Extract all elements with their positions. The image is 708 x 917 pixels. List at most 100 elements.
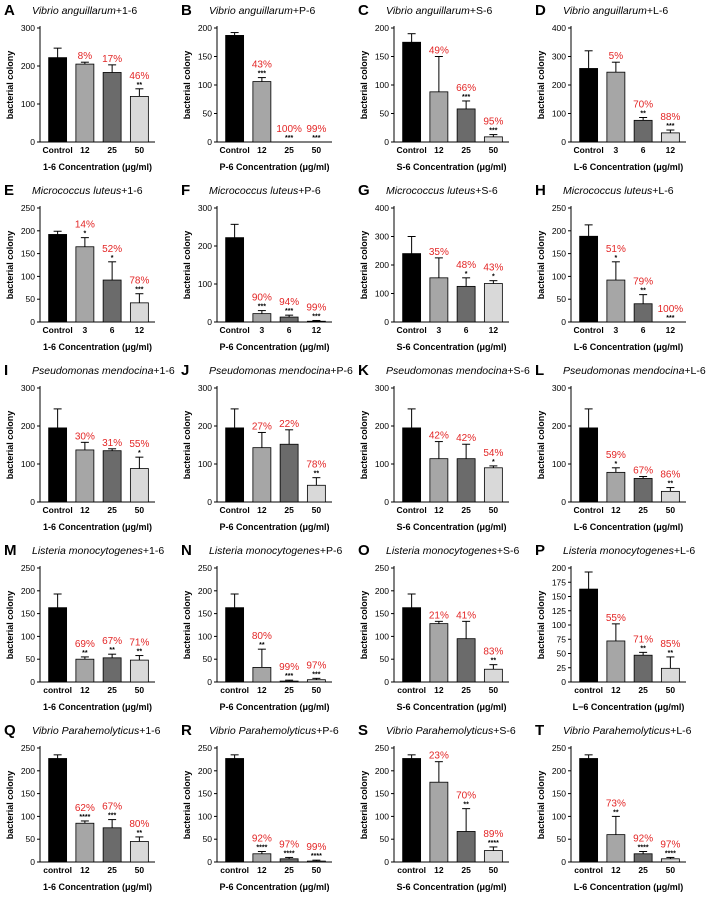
y-tick-label: 0 (30, 677, 35, 687)
y-tick-label: 0 (384, 317, 389, 327)
x-tick-label: 25 (638, 505, 648, 515)
significance-label: **** (256, 845, 267, 852)
y-tick-label: 200 (552, 766, 566, 776)
bar (456, 108, 476, 143)
panel-title: Listeria monocytogenes+S-6 (386, 545, 520, 557)
y-tick-label: 200 (375, 421, 389, 431)
x-tick-label: 50 (489, 685, 499, 695)
y-tick-label: 300 (552, 383, 566, 393)
y-tick-label: 100 (375, 811, 389, 821)
bar (252, 81, 272, 143)
y-tick-label: 0 (30, 137, 35, 147)
y-tick-label: 200 (21, 61, 35, 71)
significance-label: * (138, 450, 141, 457)
y-tick-label: 200 (21, 766, 35, 776)
y-tick-label: 0 (384, 857, 389, 867)
bar (660, 858, 680, 863)
species-name: Vibrio Parahemolyticus (209, 725, 317, 737)
x-tick-label: 12 (489, 325, 499, 335)
bar (306, 679, 326, 683)
significance-label: * (615, 461, 618, 468)
bar (402, 427, 422, 503)
x-tick-label: 25 (284, 145, 294, 155)
y-tick-label: 150 (375, 52, 389, 62)
x-axis-label: 1-6 Concentration (μg/ml) (43, 342, 152, 352)
y-tick-label: 250 (21, 563, 35, 573)
panel-B: B Vibrio anguillarum+P-6 bacterial colony 0… (181, 2, 332, 172)
y-axis-label: bacterial colony (182, 771, 192, 840)
treatment-name: +P-6 (316, 725, 339, 737)
y-tick-label: 0 (30, 857, 35, 867)
percent-label: 100% (658, 304, 684, 315)
y-tick-label: 200 (375, 766, 389, 776)
species-name: Vibrio anguillarum (386, 5, 470, 17)
bar (75, 822, 95, 863)
x-axis-label: S-6 Concentration (μg/ml) (396, 342, 506, 352)
percent-label: 27% (252, 421, 272, 432)
y-tick-label: 150 (375, 789, 389, 799)
bar (606, 834, 626, 863)
x-tick-label: 12 (666, 145, 676, 155)
panel-F: F Micrococcus luteus+P-6 bacterial colony 0… (181, 182, 332, 352)
y-tick-label: 250 (375, 563, 389, 573)
significance-label: * (615, 255, 618, 262)
percent-label: 95% (483, 117, 503, 128)
significance-label: *** (462, 94, 470, 101)
treatment-name: +L-6 (647, 5, 668, 17)
x-tick-label: Control (574, 325, 604, 335)
treatment-name: +S-6 (493, 725, 516, 737)
percent-label: 89% (483, 829, 503, 840)
y-tick-label: 50 (203, 654, 213, 664)
percent-label: 43% (252, 60, 272, 71)
species-name: Micrococcus luteus (209, 185, 299, 197)
percent-label: 94% (279, 297, 299, 308)
bar (456, 285, 476, 323)
percent-label: 71% (633, 634, 653, 645)
x-tick-label: 12 (434, 865, 444, 875)
bar (456, 638, 476, 683)
percent-label: 8% (78, 51, 93, 62)
x-tick-label: 3 (260, 325, 265, 335)
bar (279, 316, 299, 323)
bar (306, 484, 326, 503)
significance-label: *** (285, 673, 293, 680)
bar (483, 850, 503, 863)
bar (102, 827, 122, 863)
y-tick-label: 200 (198, 421, 212, 431)
panel-L: L Pseudomonas mendocina+L-6 bacterial colo… (535, 362, 706, 532)
panel-letter: S (358, 722, 368, 739)
y-tick-label: 250 (375, 743, 389, 753)
panel-title: Micrococcus luteus+1-6 (32, 185, 143, 197)
x-tick-label: 12 (434, 145, 444, 155)
percent-label: 62% (75, 803, 95, 814)
y-tick-label: 100 (375, 289, 389, 299)
x-tick-label: 50 (489, 505, 499, 515)
y-tick-label: 300 (21, 23, 35, 33)
significance-label: * (84, 231, 87, 238)
significance-label: ** (137, 82, 143, 89)
percent-label: 99% (306, 124, 326, 135)
x-tick-label: 50 (312, 685, 322, 695)
treatment-name: +S-6 (470, 5, 493, 17)
x-tick-label: 12 (135, 325, 145, 335)
y-tick-label: 300 (198, 203, 212, 213)
y-tick-label: 150 (198, 609, 212, 619)
x-tick-label: 12 (257, 685, 267, 695)
bar (48, 427, 68, 503)
bar (75, 658, 95, 683)
treatment-name: +1-6 (121, 185, 142, 197)
significance-label: **** (284, 850, 295, 857)
percent-label: 41% (456, 610, 476, 621)
panel-K: K Pseudomonas mendocina+S-6 bacterial colo… (358, 362, 530, 532)
y-tick-label: 150 (198, 52, 212, 62)
y-tick-label: 50 (380, 834, 390, 844)
x-axis-label: S-6 Concentration (μg/ml) (396, 522, 506, 532)
y-tick-label: 150 (375, 609, 389, 619)
percent-label: 88% (660, 112, 680, 123)
y-tick-label: 50 (26, 294, 36, 304)
treatment-name: +1-6 (139, 725, 160, 737)
significance-label: *** (258, 304, 266, 311)
percent-label: 80% (252, 631, 272, 642)
y-tick-label: 250 (198, 563, 212, 573)
panel-A: A Vibrio anguillarum+1-6 bacterial colony 0… (4, 2, 155, 172)
